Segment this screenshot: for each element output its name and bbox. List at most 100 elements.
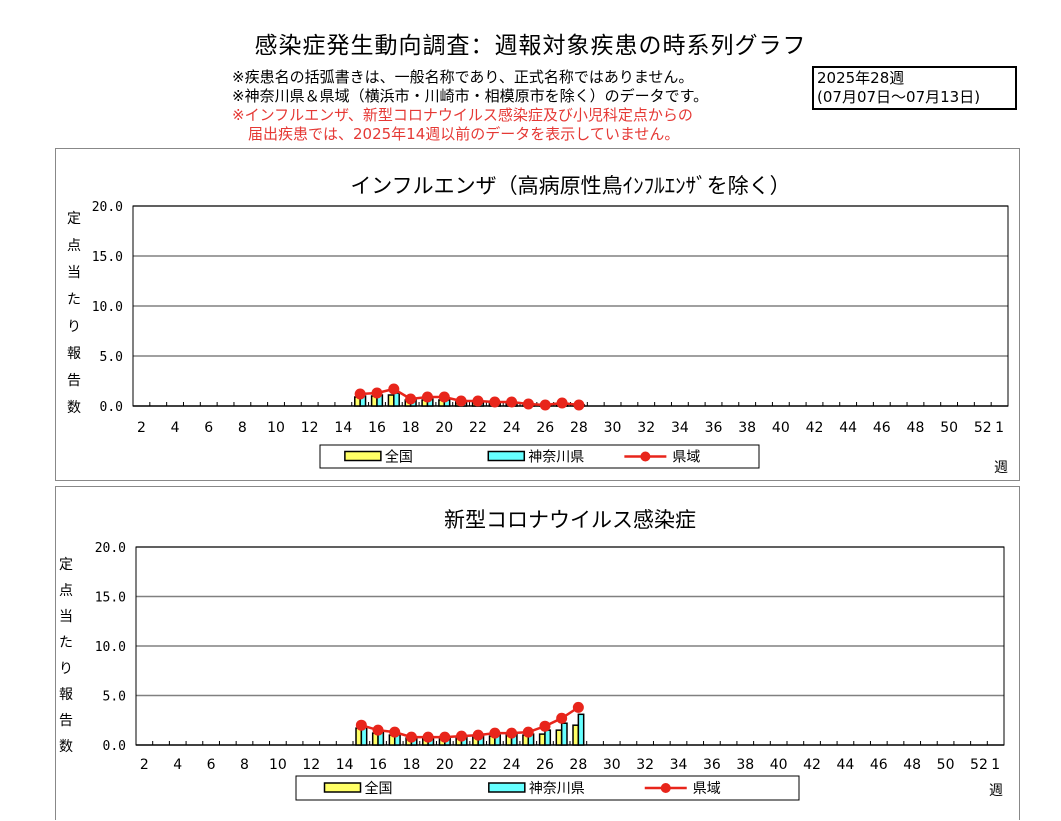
point-kenkiki — [354, 388, 366, 400]
legend-label-kenkiki: 県域 — [672, 450, 700, 466]
x-tick-label: 32 — [637, 420, 655, 436]
point-kenkiki — [371, 387, 383, 399]
point-kenkiki — [421, 391, 433, 403]
x-tick-label: 36 — [703, 757, 721, 773]
x-tick-label: 18 — [402, 420, 420, 436]
note-line: ※疾患名の括弧書きは、一般名称であり、正式名称ではありません。 — [232, 68, 694, 86]
point-kenkiki — [556, 397, 568, 409]
y-tick-label: 5.0 — [100, 350, 123, 365]
x-tick-label: 14 — [334, 420, 352, 436]
x-tick-label: 18 — [403, 757, 421, 773]
legend-box — [295, 775, 800, 801]
y-axis-label-char: 点 — [67, 238, 81, 254]
x-tick-label: 48 — [907, 420, 925, 436]
bar-kanagawa — [577, 713, 585, 746]
x-tick-label: 28 — [569, 757, 587, 773]
y-axis-label-char: た — [59, 635, 73, 651]
page-title: 感染症発生動向調査：週報対象疾患の時系列グラフ — [254, 33, 807, 59]
x-tick-label: 46 — [873, 420, 891, 436]
x-tick-label: 34 — [670, 757, 688, 773]
x-tick-label: 6 — [204, 420, 213, 436]
bar-zenkoku — [387, 394, 395, 407]
x-tick-label: 14 — [336, 757, 354, 773]
point-kenkiki — [372, 724, 384, 736]
x-tick-label: 30 — [603, 757, 621, 773]
x-tick-label: 44 — [837, 757, 855, 773]
x-tick-label: 6 — [207, 757, 216, 773]
note-line: ※神奈川県＆県域（横浜市・川崎市・相模原市を除く）のデータです。 — [232, 87, 709, 105]
x-tick-label: 44 — [839, 420, 857, 436]
x-tick-label: 12 — [302, 757, 320, 773]
bar-kanagawa — [544, 729, 552, 746]
point-kenkiki — [522, 726, 534, 738]
week-range: (07月07日〜07月13日) — [817, 88, 981, 106]
y-tick-label: 20.0 — [95, 541, 126, 556]
x-tick-label: 8 — [238, 420, 247, 436]
legend-label-zenkoku: 全国 — [365, 780, 393, 797]
x-axis-label: 週 — [989, 783, 1003, 799]
y-axis-label-char: 当 — [67, 265, 81, 281]
x-tick-label: 16 — [368, 420, 386, 436]
y-axis-label-char: 当 — [59, 609, 73, 625]
chart-title: 新型コロナウイルス感染症 — [444, 508, 696, 532]
x-tick-label: 52 — [970, 757, 988, 773]
red-note-line: 届出疾患では、2025年14週以前のデータを表示していません。 — [248, 125, 680, 143]
legend-label-kanagawa: 神奈川県 — [529, 781, 585, 797]
point-kenkiki — [405, 731, 417, 743]
point-kenkiki — [522, 398, 534, 410]
x-tick-label: 42 — [806, 420, 824, 436]
y-tick-label: 10.0 — [95, 640, 126, 655]
bar-zenkoku — [555, 729, 563, 746]
legend-swatch-kenkiki-point — [640, 451, 651, 462]
point-kenkiki — [573, 399, 585, 411]
point-kenkiki — [388, 383, 400, 395]
x-tick-label: 46 — [870, 757, 888, 773]
point-kenkiki — [455, 395, 467, 407]
x-tick-label: 2 — [140, 757, 149, 773]
y-tick-label: 15.0 — [92, 250, 123, 265]
x-tick-label: 50 — [937, 757, 955, 773]
x-tick-label: 40 — [772, 420, 790, 436]
point-kenkiki — [438, 391, 450, 403]
legend-label-kenkiki: 県域 — [693, 781, 721, 797]
y-axis-label-char: 告 — [59, 713, 73, 729]
y-axis-label-char: 数 — [59, 739, 73, 755]
x-tick-label: 24 — [503, 420, 521, 436]
legend-box — [319, 444, 760, 469]
x-tick-label: 2 — [137, 420, 146, 436]
bar-zenkoku — [538, 733, 546, 746]
legend-swatch-zenkoku — [344, 450, 382, 462]
y-axis-label-char: 報 — [59, 687, 73, 703]
red-note-line: ※インフルエンザ、新型コロナウイルス感染症及び小児科定点からの — [232, 106, 693, 124]
x-tick-label: 12 — [301, 420, 319, 436]
y-axis-label-char: り — [59, 661, 73, 677]
x-tick-label: 40 — [770, 757, 788, 773]
influenza-chart: インフルエンザ（高病原性鳥ｲﾝﾌﾙｴﾝｻﾞを除く）20.015.010.05.0… — [67, 174, 1009, 476]
week-label: 2025年28週 — [817, 69, 905, 87]
y-tick-label: 0.0 — [100, 400, 123, 415]
x-tick-label: 38 — [736, 757, 754, 773]
point-kenkiki — [472, 395, 484, 407]
x-tick-label: 50 — [940, 420, 958, 436]
legend-swatch-zenkoku — [323, 782, 362, 793]
chart-panel-influenza: インフルエンザ（高病原性鳥ｲﾝﾌﾙｴﾝｻﾞを除く） 20.0 15.0 10.0 5.0… — [55, 148, 1020, 481]
x-tick-label: 8 — [240, 757, 249, 773]
point-kenkiki — [439, 731, 451, 743]
point-kenkiki — [506, 396, 518, 408]
x-tick-label: 52 — [974, 420, 992, 436]
point-kenkiki — [539, 399, 551, 411]
x-tick-label: 42 — [803, 757, 821, 773]
bar-zenkoku — [572, 724, 580, 746]
y-axis-label-char: 報 — [67, 346, 81, 362]
point-kenkiki — [556, 712, 568, 724]
x-tick-label: 4 — [171, 420, 180, 436]
point-kenkiki — [489, 396, 501, 408]
x-tick-label: 1 — [995, 420, 1004, 436]
legend-label-zenkoku: 全国 — [385, 449, 413, 466]
y-tick-label: 20.0 — [92, 200, 123, 215]
x-tick-label: 1 — [991, 757, 1000, 773]
point-kenkiki — [405, 393, 417, 405]
point-kenkiki — [572, 701, 584, 713]
x-tick-label: 26 — [536, 420, 554, 436]
